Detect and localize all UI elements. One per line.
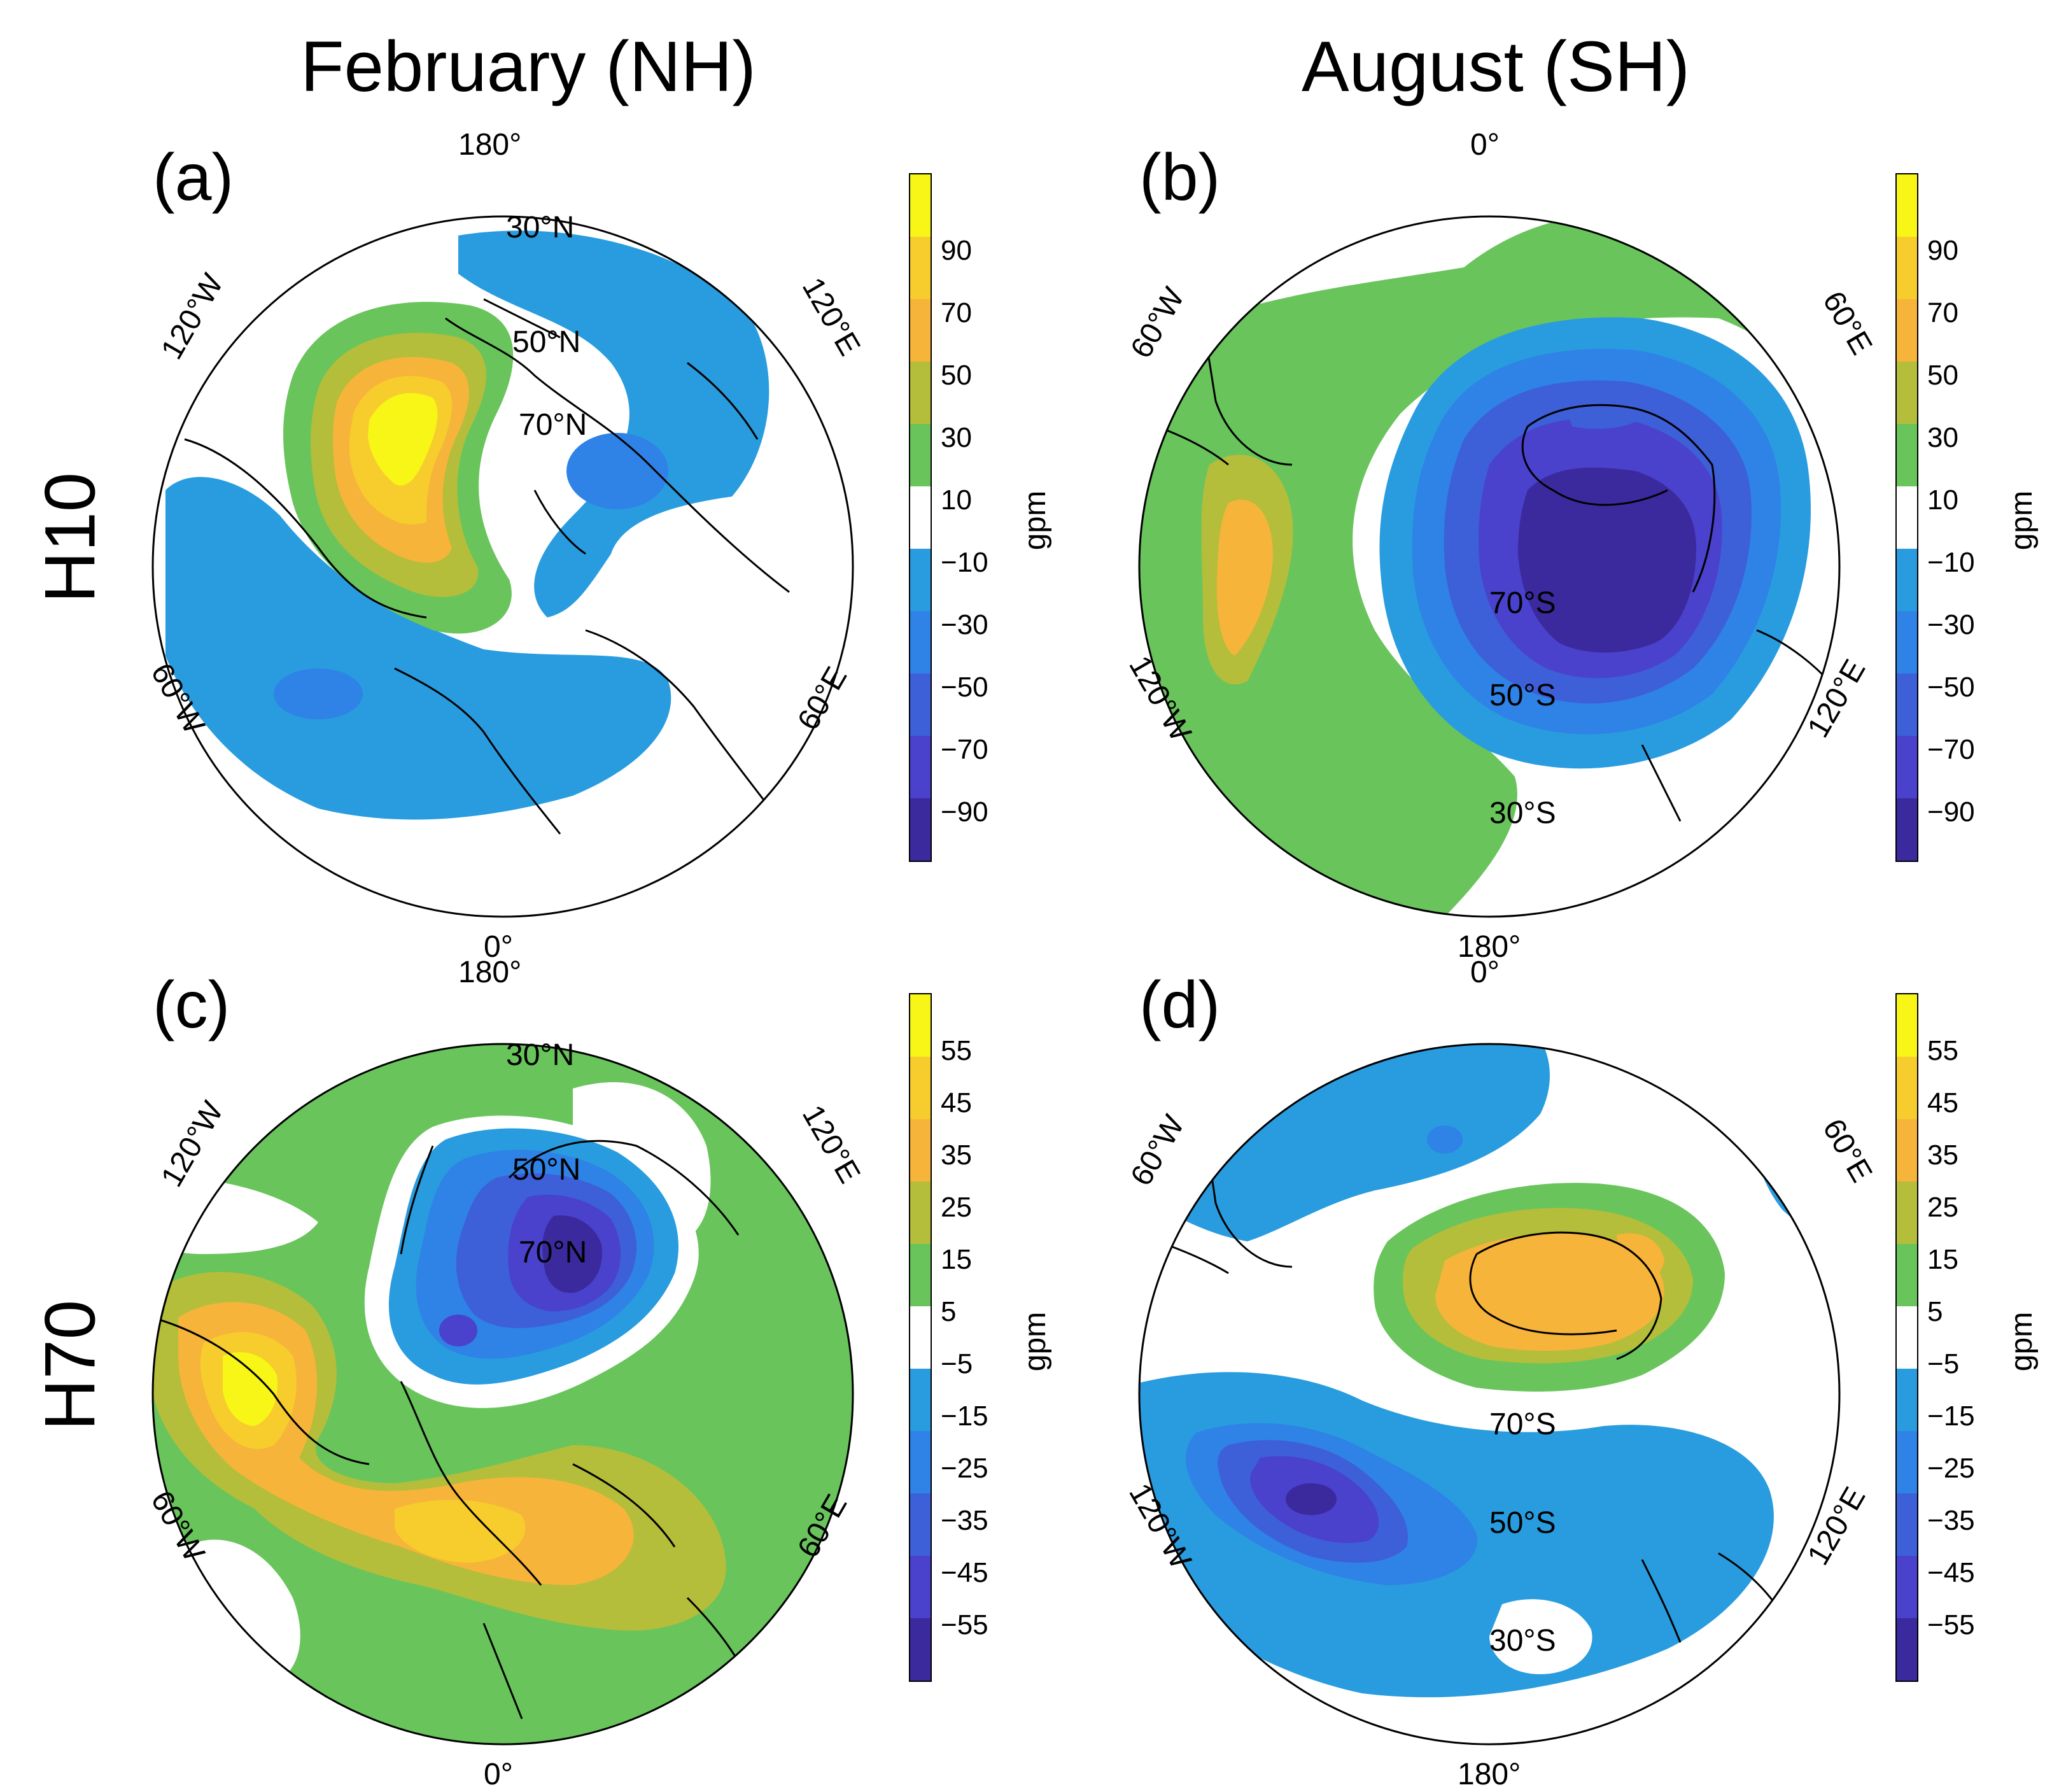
colorbar-b [1895,173,1918,862]
panel-d-lon-bottom: 180° [1458,1758,1521,1791]
panel-b: (b) 0° 180° 60°W 60°E 120°W 120°E 70°S 5… [1082,108,2052,964]
panel-c-lat-30: 30°N [506,1038,575,1072]
panel-c-lat-50: 50°N [512,1153,581,1187]
colorbar-d-ticks: 55 45 35 25 15 5 −5 −15 −25 −35 −45 −55 [1927,1035,1975,1640]
panel-d-lat-50: 50°S [1489,1506,1556,1540]
colorbar-a-ticks: 90 70 50 30 10 −10 −30 −50 −70 −90 [941,235,988,828]
colorbar-d-unit: gpm [2005,1311,2039,1372]
panel-b-lat-50: 50°S [1489,679,1556,712]
panel-d-lon-top: 0° [1470,956,1500,989]
panel-d-map [1138,1043,1841,1746]
panel-a-lat-70: 70°N [519,408,587,442]
row-title-h70: H70 [30,1299,110,1431]
panel-b-lat-70: 70°S [1489,586,1556,620]
panel-b-map [1138,215,1841,918]
column-title-august: August (SH) [1302,27,1690,106]
column-title-february: February (NH) [300,27,756,106]
panel-a-lat-30: 30°N [506,211,575,244]
panel-a-label: (a) [153,141,234,215]
panel-a-lat-50: 50°N [512,325,581,359]
panel-a-lon-top: 180° [458,128,522,162]
colorbar-c [909,993,932,1682]
colorbar-b-ticks: 90 70 50 30 10 −10 −30 −50 −70 −90 [1927,235,1975,828]
panel-d-label: (d) [1139,968,1221,1042]
panel-c-lon-top: 180° [458,956,522,989]
panel-c-lon-bottom: 0° [484,1758,513,1791]
colorbar-c-ticks: 55 45 35 25 15 5 −5 −15 −25 −35 −45 −55 [941,1035,988,1640]
panel-d-lat-70: 70°S [1489,1407,1556,1441]
panel-d-lat-30: 30°S [1489,1624,1556,1658]
panel-c-label: (c) [153,968,230,1042]
panel-c-lat-70: 70°N [519,1236,587,1269]
panel-b-lat-30: 30°S [1489,796,1556,830]
panel-c: (c) 180° 0° 120°W 120°E 60°W 60°E 30°N 5… [127,936,1120,1791]
panel-c-map [151,1043,854,1746]
panel-a-lon-bottom: 0° [484,930,513,964]
panel-b-lon-top: 0° [1470,128,1500,162]
row-title-h10: H10 [30,472,110,603]
colorbar-a [909,173,932,862]
colorbar-c-unit: gpm [1018,1311,1053,1372]
colorbar-d [1895,993,1918,1682]
panel-b-lon-bottom: 180° [1458,930,1521,964]
panel-b-label: (b) [1139,141,1221,215]
colorbar-b-unit: gpm [2005,490,2039,551]
colorbar-a-unit: gpm [1018,490,1053,551]
panel-a: (a) 180° 0° 120°W 120°E 60°W 60°E 30°N 5… [127,108,1120,964]
panel-a-map [151,215,854,918]
